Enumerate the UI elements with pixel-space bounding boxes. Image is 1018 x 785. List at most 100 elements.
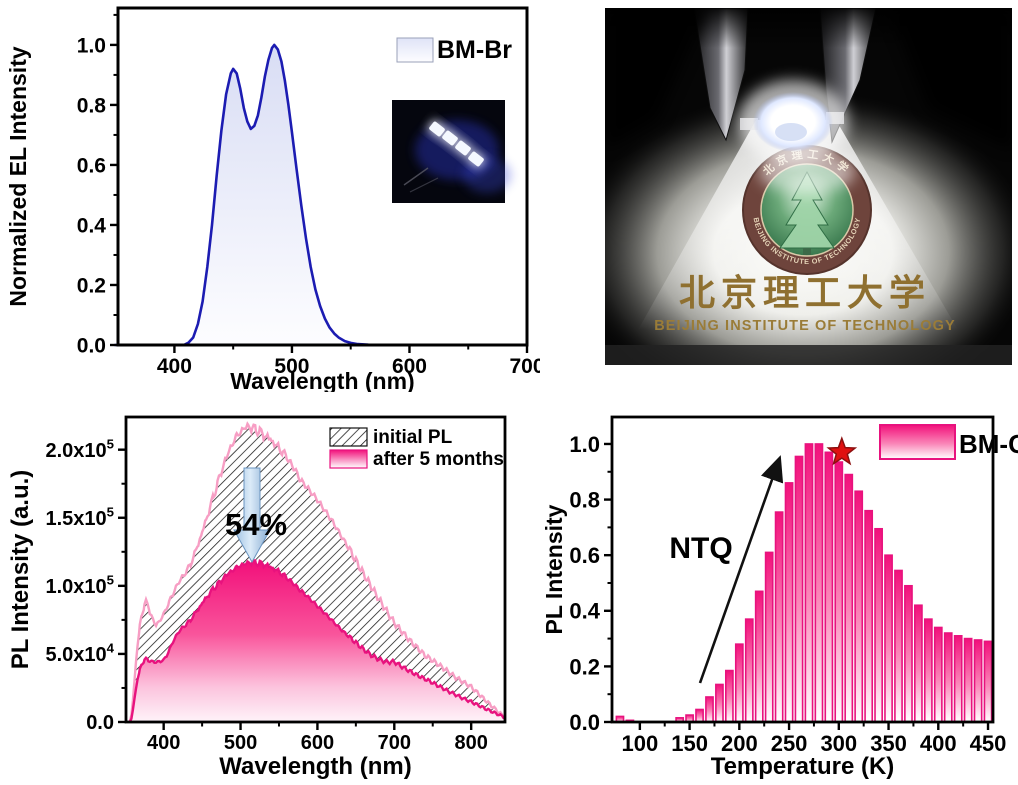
y-tick-label: 0.2 (77, 275, 106, 298)
inset-led-chip (468, 151, 484, 167)
x-tick-label: 400 (147, 732, 180, 754)
x-tick-label: 400 (157, 355, 192, 378)
y-tick-label: 0.6 (569, 543, 600, 568)
aged-pl-line (128, 559, 505, 722)
y-tick-label: 1.0x105 (45, 573, 114, 598)
bar-360K (894, 569, 903, 722)
ntq-arrow (698, 455, 784, 684)
bar-430K (963, 637, 973, 722)
bar-340K (874, 527, 883, 722)
photo-scene: BEIJING INSTITUTE OF TECHNOLOGY北京理工大学北京理… (605, 8, 1012, 365)
bar-170K (705, 696, 714, 722)
inset-led-chip (429, 121, 445, 137)
x-tick-label: 100 (621, 731, 658, 756)
legend-label-bm-br: BM-Br (437, 36, 512, 64)
bar-330K (864, 509, 874, 722)
photo-bottom-shadow (605, 345, 1012, 365)
aged-pl-area (129, 560, 505, 722)
plot-frame (116, 6, 529, 347)
y-axis-title: PL Intensity (541, 504, 567, 634)
caption-chinese: 北京理工大学 (679, 272, 931, 313)
bar-220K (754, 590, 764, 722)
x-tick-label: 400 (920, 731, 957, 756)
legend-swatch-initial-pl (329, 427, 368, 447)
ntq-label: NTQ (669, 532, 732, 565)
y-tick-label: 0.0 (77, 335, 106, 358)
plot-frame (610, 415, 995, 724)
x-tick-label: 600 (392, 355, 427, 378)
bar-190K (725, 669, 734, 722)
y-axis-title: PL Intensity (a.u.) (7, 470, 34, 670)
star-marker (826, 436, 858, 466)
el-spectrum-chart: 400 500 600 700 0.0 0.2 0.4 0.6 0.8 1.0 Wavelength… (5, 6, 540, 392)
initial-pl-line (128, 421, 505, 722)
drop-percentage-label: 54% (225, 507, 287, 542)
y-tick-label: 1.0 (569, 432, 600, 457)
bar-350K (884, 554, 893, 722)
x-tick-label: 700 (509, 355, 540, 378)
y-tick-label: 0.2 (569, 654, 600, 679)
y-tick-label: 2.0x105 (45, 436, 114, 461)
legend-label-initial-pl: initial PL (373, 427, 453, 448)
x-tick-label: 350 (870, 731, 907, 756)
inset-wire (403, 167, 429, 186)
bar-240K (774, 511, 784, 722)
x-tick-label: 450 (970, 731, 1007, 756)
y-tick-label: 0.4 (569, 599, 600, 624)
bar-390K (923, 618, 933, 722)
inset-blue-glow-2 (463, 157, 511, 193)
bar-230K (764, 551, 774, 722)
y-tick-label: 1.5x105 (45, 505, 114, 530)
legend-swatch-bm-cl (879, 424, 956, 460)
caption-english: BEIJING INSTITUTE OF TECHNOLOGY (654, 318, 956, 334)
x-tick-label: 700 (378, 732, 411, 754)
bar-180K (715, 683, 724, 722)
temperature-bars (615, 443, 993, 722)
inset-led-photo (392, 100, 511, 203)
x-tick-label: 500 (274, 355, 309, 378)
led-chip-reflection (775, 123, 807, 141)
bar-370K (904, 584, 913, 722)
seal-tree-trunk (803, 248, 811, 255)
legend-swatch-after-5-months (329, 449, 368, 469)
y-tick-label: 0.6 (77, 155, 106, 178)
inset-led-chip (455, 140, 471, 156)
y-tick-label: 0.4 (77, 215, 107, 238)
bar-280K (814, 443, 824, 722)
bar-250K (784, 482, 794, 722)
el-curve-line (114, 43, 527, 347)
y-axis-title: Normalized EL Intensity (5, 46, 31, 307)
bar-80K (615, 715, 625, 722)
x-tick-label: 300 (820, 731, 857, 756)
el-curve-area (114, 44, 527, 346)
drop-arrow (233, 467, 271, 564)
bar-450K (983, 640, 993, 722)
plot-frame (124, 415, 507, 724)
led-dome (753, 92, 833, 152)
legend-label-bm-cl: BM-Cl (959, 429, 1018, 459)
device-photo: BEIJING INSTITUTE OF TECHNOLOGY北京理工大学北京理… (605, 8, 1012, 365)
x-axis-title: Wavelength (nm) (230, 368, 414, 392)
bar-270K (804, 443, 814, 722)
bar-380K (914, 604, 923, 722)
x-tick-label: 600 (301, 732, 334, 754)
y-tick-label: 0.8 (77, 94, 107, 117)
x-tick-label: 250 (771, 731, 808, 756)
bar-410K (943, 632, 953, 722)
bar-200K (734, 643, 744, 722)
x-tick-label: 800 (454, 732, 487, 754)
bar-160K (695, 708, 704, 722)
legend-label-after-5-months: after 5 months (373, 449, 504, 470)
bar-400K (933, 626, 943, 722)
bar-290K (824, 451, 834, 722)
y-tick-label: 0.0 (86, 712, 114, 734)
inset-led-chip (442, 130, 458, 146)
y-tick-label: 0.0 (569, 710, 600, 735)
x-axis-title: Temperature (K) (711, 753, 895, 780)
bar-310K (844, 473, 854, 722)
y-tick-label: 5.0x104 (45, 641, 114, 666)
vignette-top (605, 8, 1012, 48)
pl-aging-chart: 400 500 600 700 800 0.0 5.0x104 1.0x105 1.5x105 2… (7, 415, 507, 780)
